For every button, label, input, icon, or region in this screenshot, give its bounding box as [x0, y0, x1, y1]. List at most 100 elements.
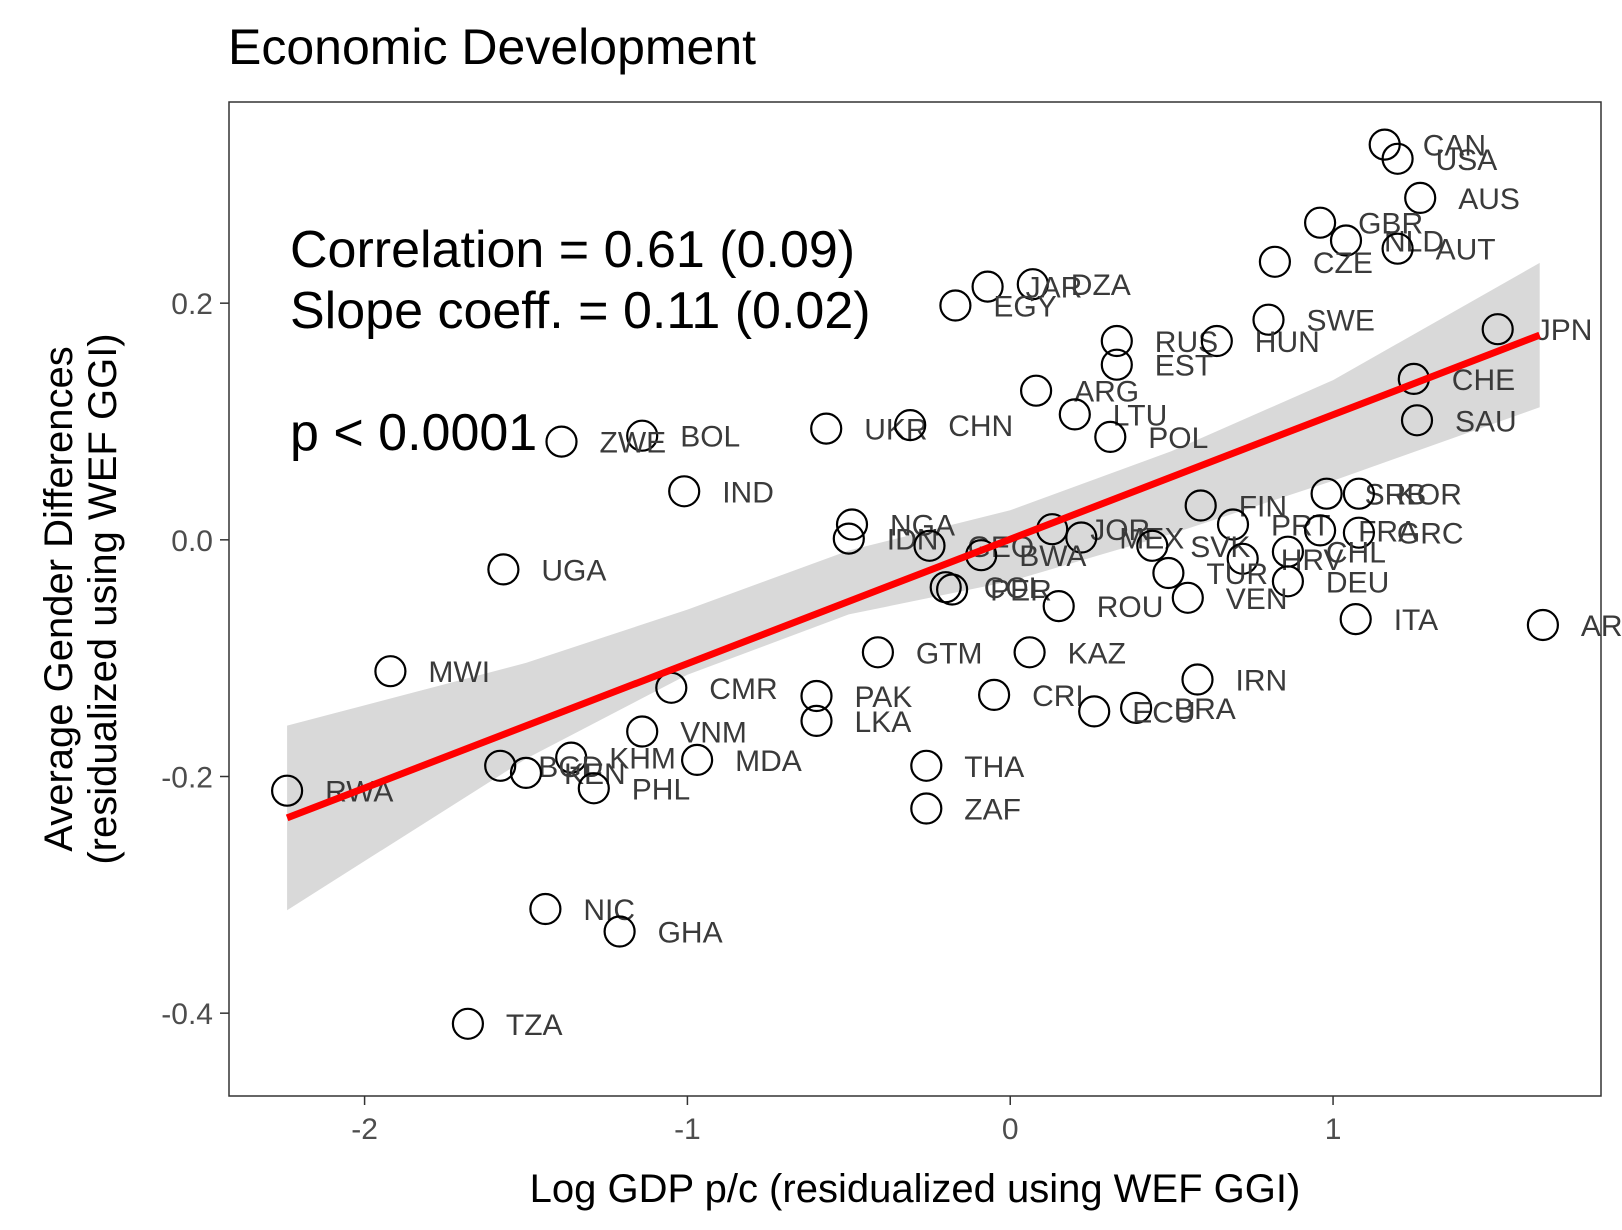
point-label-hrv: HRV [1281, 544, 1344, 577]
data-point-ven [1171, 581, 1204, 614]
data-point-geo [913, 529, 946, 562]
data-point-tur [1152, 556, 1185, 590]
data-point-gtm [861, 636, 895, 669]
data-point-khm [555, 741, 588, 774]
data-point-ukr [810, 412, 843, 445]
point-label-sau: SAU [1455, 405, 1517, 438]
x-tick-label: 1 [1325, 1113, 1342, 1146]
y-tick-label: 0.2 [171, 288, 213, 321]
data-point-cze [1258, 245, 1292, 278]
data-point-are [1526, 608, 1560, 642]
data-point-tza [451, 1007, 484, 1040]
data-point-idn [832, 522, 865, 555]
fit-line-layer [285, 331, 1541, 822]
data-point-grc [1342, 516, 1376, 549]
data-point-ecu [1078, 695, 1111, 728]
point-label-gtm: GTM [916, 637, 983, 670]
data-point-hun [1200, 324, 1233, 358]
x-tick-label: -1 [674, 1113, 701, 1146]
point-label-mex: MEX [1119, 523, 1184, 556]
confidence-band [287, 262, 1540, 911]
point-label-grc: GRC [1397, 518, 1464, 551]
data-point-dza [1016, 268, 1049, 301]
data-point-aus [1404, 181, 1437, 214]
data-point-mwi [374, 655, 407, 688]
point-label-can: CAN [1423, 130, 1486, 163]
point-label-uga: UGA [541, 554, 606, 587]
data-point-mda [680, 743, 714, 777]
data-point-svk [1136, 529, 1169, 562]
data-point-irn [1181, 663, 1214, 696]
data-point-jpn [1481, 313, 1514, 346]
data-point-per [935, 573, 969, 606]
y-axis-title: Average Gender Differences (residualized… [37, 333, 125, 864]
data-point-mex [1065, 521, 1098, 554]
point-label-idn: IDN [887, 524, 939, 557]
data-point-phl [577, 772, 610, 805]
point-label-chl: CHL [1326, 537, 1386, 570]
point-label-deu: DEU [1326, 566, 1389, 599]
data-point-chn [894, 409, 927, 442]
point-label-mwi: MWI [428, 656, 490, 689]
y-axis-title-line-1: Average Gender Differences [37, 346, 81, 852]
point-label-bwa: BWA [1019, 540, 1086, 573]
data-point-est [1100, 348, 1133, 381]
point-label-bra: BRA [1174, 693, 1236, 726]
y-tick-label: -0.2 [161, 762, 213, 795]
data-point-ita [1339, 602, 1372, 636]
point-label-bgd: BGD [538, 751, 603, 784]
data-point-egy [939, 289, 972, 322]
p-value-annotation: p < 0.0001 [290, 404, 537, 462]
data-point-zwe [545, 425, 578, 458]
point-label-irn: IRN [1236, 665, 1288, 698]
data-point-srb [1310, 477, 1343, 510]
point-label-rou: ROU [1097, 591, 1164, 624]
point-label-col: COL [984, 572, 1046, 605]
plot-panel-border [228, 101, 1602, 1097]
point-label-pak: PAK [855, 681, 913, 714]
point-label-per: PER [990, 575, 1052, 608]
data-point-hrv [1226, 542, 1259, 575]
point-label-bol: BOL [680, 421, 740, 454]
data-point-gbr [1303, 206, 1337, 239]
data-point-kaz [1013, 636, 1046, 669]
point-label-dza: DZA [1071, 269, 1131, 302]
x-axis-title: Log GDP p/c (residualized using WEF GGI) [530, 1167, 1301, 1211]
point-label-tur: TUR [1206, 558, 1268, 591]
point-label-tha: THA [964, 751, 1024, 784]
point-label-nga: NGA [890, 510, 955, 543]
data-point-pol [1094, 420, 1127, 453]
data-point-nic [529, 892, 562, 926]
point-label-aut: AUT [1436, 234, 1496, 267]
data-point-swe [1252, 303, 1285, 336]
point-label-egy: EGY [993, 291, 1056, 324]
data-point-gha [603, 915, 636, 948]
point-label-svk: SVK [1190, 531, 1250, 564]
y-axis: -0.4 -0.2 0.0 0.2 [161, 288, 229, 1031]
point-label-cri: CRI [1032, 680, 1084, 713]
point-label-ita: ITA [1394, 604, 1438, 637]
data-point-lka [800, 704, 833, 738]
chart-title: Economic Development [228, 19, 756, 75]
point-label-kaz: KAZ [1068, 637, 1126, 670]
point-label-khm: KHM [609, 743, 676, 776]
point-label-tza: TZA [506, 1009, 563, 1042]
data-point-arg [1019, 374, 1053, 407]
data-point-cri [977, 678, 1011, 712]
point-label-jpn: JPN [1536, 314, 1593, 347]
data-point-bgd [484, 749, 517, 782]
point-label-zwe: ZWE [600, 427, 667, 460]
data-point-fra [1303, 514, 1337, 547]
point-label-cze: CZE [1313, 247, 1373, 280]
point-label-ecu: ECU [1132, 696, 1195, 729]
data-point-ind [668, 475, 701, 508]
point-label-lka: LKA [855, 706, 912, 739]
x-tick-label: 0 [1002, 1113, 1019, 1146]
point-label-ind: IND [722, 476, 774, 509]
point-label-kor: KOR [1397, 479, 1462, 512]
data-point-rwa [271, 774, 304, 807]
point-label-zaf: ZAF [964, 794, 1021, 827]
confidence-band-layer [287, 262, 1540, 911]
